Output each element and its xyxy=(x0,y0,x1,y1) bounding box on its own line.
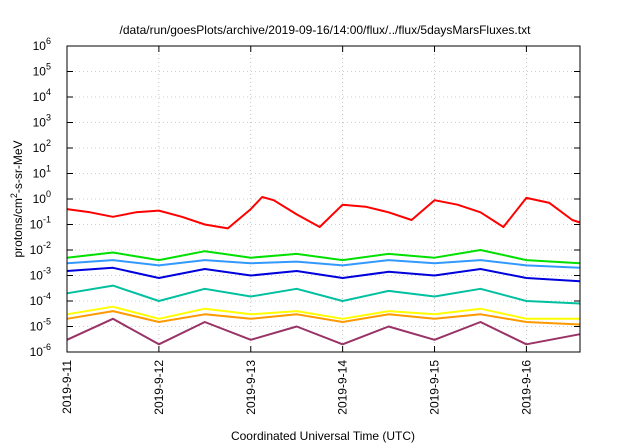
y-axis-title-superscript: 2 xyxy=(9,193,19,198)
y-tick-label: 10-6 xyxy=(30,342,51,359)
series-line xyxy=(66,266,581,283)
y-tick-label: 101 xyxy=(33,164,51,181)
x-tick-label: 2019-9-15 xyxy=(428,360,442,415)
x-axis-title: Coordinated Universal Time (UTC) xyxy=(231,429,415,443)
series-line xyxy=(66,249,581,265)
series-group xyxy=(66,196,581,346)
y-tick-label: 10-2 xyxy=(30,240,51,257)
y-tick-label-exponent: 5 xyxy=(46,62,51,72)
y-axis-title-rest: -s-sr-MeV xyxy=(11,140,25,193)
y-tick-label-base: 10 xyxy=(30,218,44,232)
y-tick-label-base: 10 xyxy=(30,320,44,334)
y-tick-label-base: 10 xyxy=(30,269,44,283)
grid xyxy=(66,46,580,352)
y-tick-label-exponent: -4 xyxy=(43,291,51,301)
y-tick-label-base: 10 xyxy=(33,167,47,181)
y-tick-label-base: 10 xyxy=(30,345,44,359)
chart-title: /data/run/goesPlots/archive/2019-09-16/1… xyxy=(120,23,532,37)
series-line xyxy=(66,284,581,305)
y-tick-label-base: 10 xyxy=(33,116,47,130)
series-line xyxy=(66,310,581,326)
series-line xyxy=(66,196,581,230)
y-tick-label: 106 xyxy=(33,36,51,53)
y-tick-label-base: 10 xyxy=(33,141,47,155)
y-tick-label-exponent: -5 xyxy=(43,317,51,327)
y-tick-label-exponent: 3 xyxy=(46,113,51,123)
y-tick-label-exponent: -6 xyxy=(43,342,51,352)
y-tick-label: 10-3 xyxy=(30,266,51,283)
series-line xyxy=(66,305,580,320)
y-axis-title: protons/cm2-s-sr-MeV xyxy=(9,140,25,257)
y-axis: 10-610-510-410-310-210-11001011021031041… xyxy=(30,36,580,359)
y-tick-label: 10-5 xyxy=(30,317,51,334)
x-tick-label: 2019-9-14 xyxy=(336,360,350,415)
y-tick-label-base: 10 xyxy=(33,90,47,104)
y-tick-label-base: 10 xyxy=(30,294,44,308)
y-tick-label: 105 xyxy=(33,62,51,79)
series-line xyxy=(66,317,581,346)
y-tick-label-exponent: -1 xyxy=(43,215,51,225)
y-tick-label-base: 10 xyxy=(33,39,47,53)
x-tick-label: 2019-9-16 xyxy=(519,360,533,415)
y-tick-label: 103 xyxy=(33,113,51,130)
series-line xyxy=(66,259,581,269)
y-tick-label: 10-1 xyxy=(30,215,51,232)
x-axis: 2019-9-11 2019-9-12 2019-9-13 2019-9-14 2019… xyxy=(60,46,533,415)
x-tick-label: 2019-9-11 xyxy=(60,360,74,414)
y-tick-label-exponent: 2 xyxy=(46,138,51,148)
y-tick-label: 102 xyxy=(33,138,51,155)
y-tick-label-exponent: 1 xyxy=(46,164,51,174)
y-tick-label: 100 xyxy=(33,189,51,206)
y-tick-label-exponent: 4 xyxy=(46,87,51,97)
x-tick-label: 2019-9-13 xyxy=(244,360,258,415)
y-tick-label-base: 10 xyxy=(33,65,47,79)
y-axis-title-main: protons/cm xyxy=(11,198,25,257)
y-tick-label-exponent: 6 xyxy=(46,36,51,46)
y-tick-label: 104 xyxy=(33,87,51,104)
y-tick-label: 10-4 xyxy=(30,291,51,308)
y-tick-label-exponent: -3 xyxy=(43,266,51,276)
y-tick-label-exponent: -2 xyxy=(43,240,51,250)
y-tick-label-exponent: 0 xyxy=(46,189,51,199)
x-tick-label: 2019-9-12 xyxy=(152,360,166,415)
y-tick-label-base: 10 xyxy=(30,243,44,257)
y-tick-label-base: 10 xyxy=(33,192,47,206)
